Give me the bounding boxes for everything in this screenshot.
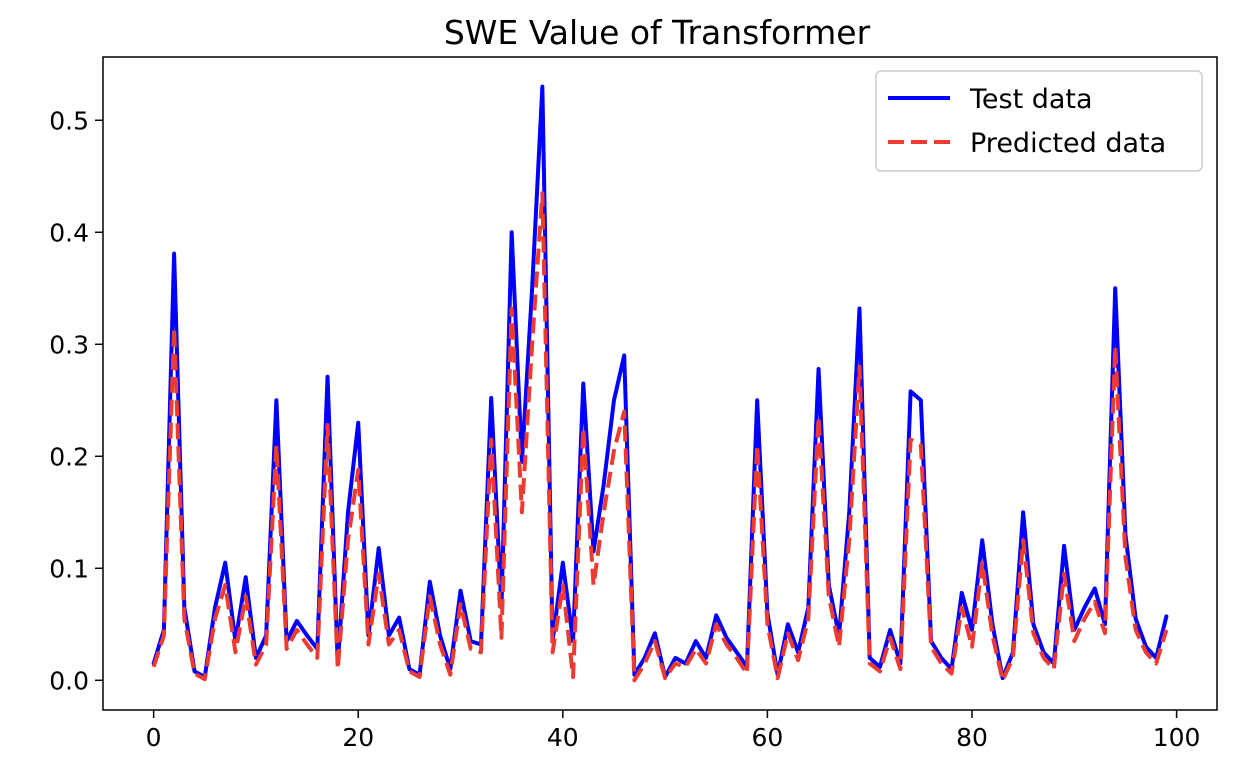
plot-area-frame (102, 56, 1218, 711)
y-axis: 0.0 0.1 0.2 0.3 0.4 0.5 (49, 106, 103, 695)
y-tick-label: 0.4 (49, 218, 89, 247)
x-tick-label: 80 (956, 723, 988, 752)
y-tick-label: 0.0 (49, 666, 89, 695)
x-axis: 0 20 40 60 80 100 (146, 710, 1201, 752)
series-line-test-data (151, 84, 1169, 681)
series-lines (151, 84, 1169, 683)
x-tick-label: 20 (342, 723, 374, 752)
x-tick-label: 0 (146, 723, 162, 752)
chart-title: SWE Value of Transformer (444, 13, 871, 52)
y-tick-label: 0.2 (49, 442, 89, 471)
series-line-predicted-data (151, 191, 1169, 683)
x-tick-label: 100 (1153, 723, 1201, 752)
legend-box (875, 70, 1203, 172)
y-tick-label: 0.3 (49, 330, 89, 359)
y-tick-label: 0.1 (49, 554, 89, 583)
legend: Test data Predicted data (875, 70, 1203, 172)
x-tick-label: 60 (752, 723, 784, 752)
y-tick-label: 0.5 (49, 106, 89, 135)
legend-label: Test data (969, 84, 1093, 115)
x-tick-label: 40 (547, 723, 579, 752)
legend-label: Predicted data (970, 128, 1166, 159)
